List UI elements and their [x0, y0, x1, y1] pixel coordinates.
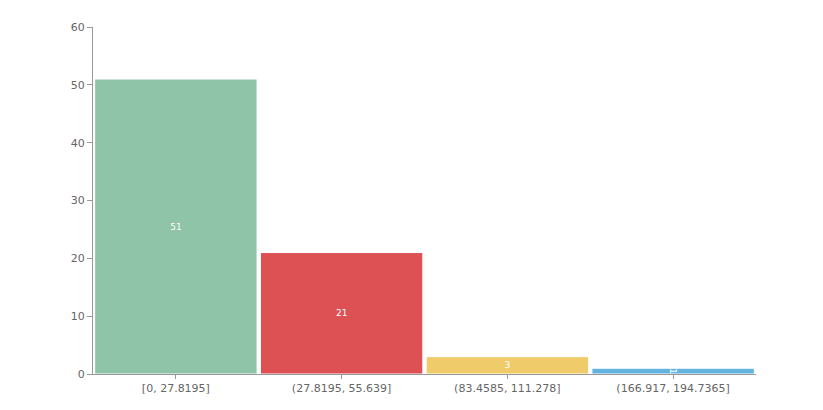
svg-text:(166.917, 194.7365]: (166.917, 194.7365]	[616, 382, 730, 395]
svg-text:21: 21	[336, 308, 347, 318]
svg-text:50: 50	[71, 79, 85, 92]
svg-text:1: 1	[668, 368, 678, 374]
svg-text:60: 60	[71, 21, 85, 34]
svg-text:20: 20	[71, 252, 85, 265]
svg-text:[0, 27.8195]: [0, 27.8195]	[142, 382, 210, 395]
svg-text:40: 40	[71, 137, 85, 150]
svg-text:0: 0	[78, 368, 85, 381]
svg-text:51: 51	[170, 222, 181, 232]
svg-text:30: 30	[71, 194, 85, 207]
svg-text:(27.8195, 55.639]: (27.8195, 55.639]	[292, 382, 392, 395]
svg-text:3: 3	[505, 360, 511, 370]
svg-text:(83.4585, 111.278]: (83.4585, 111.278]	[454, 382, 561, 395]
svg-text:10: 10	[71, 310, 85, 323]
